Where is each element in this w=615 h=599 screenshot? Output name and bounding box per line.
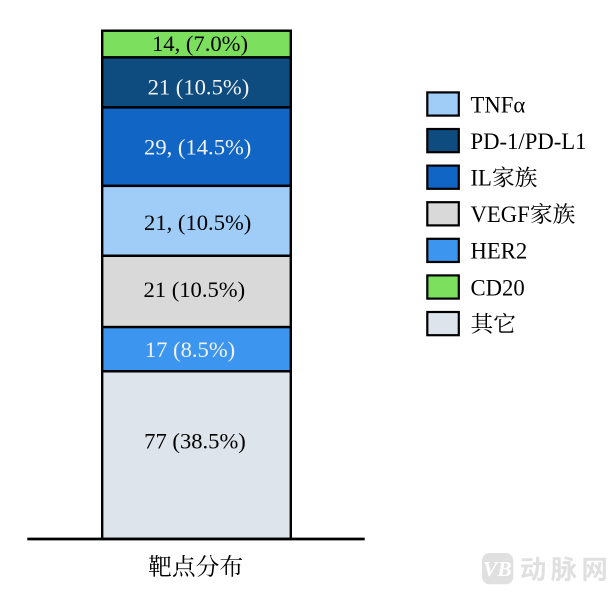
svg-text:VB: VB (483, 557, 512, 581)
svg-text:21, (10.5%): 21, (10.5%) (144, 210, 251, 235)
svg-text:TNFα: TNFα (471, 92, 526, 117)
svg-text:PD-1/PD-L1: PD-1/PD-L1 (471, 129, 587, 154)
svg-text:77 (38.5%): 77 (38.5%) (144, 428, 246, 453)
svg-text:21 (10.5%): 21 (10.5%) (148, 75, 250, 100)
svg-text:21 (10.5%): 21 (10.5%) (143, 277, 245, 302)
svg-text:29, (14.5%): 29, (14.5%) (144, 135, 251, 160)
svg-text:VEGF: VEGF (471, 202, 530, 227)
svg-text:CD20: CD20 (471, 275, 525, 300)
svg-text:17 (8.5%): 17 (8.5%) (145, 337, 235, 362)
svg-text:14, (7.0%): 14, (7.0%) (152, 31, 248, 56)
svg-text:IL: IL (471, 166, 492, 191)
svg-text:HER2: HER2 (471, 239, 528, 264)
